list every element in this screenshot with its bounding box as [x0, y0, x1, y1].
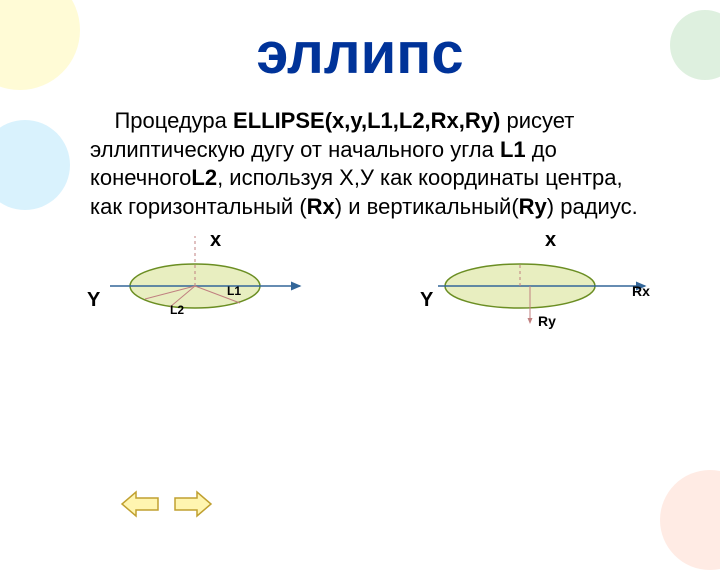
text-p6: ) радиус. [547, 194, 638, 219]
right-diagram-svg [410, 231, 650, 331]
diagram-right: x Y Rx Ry [410, 231, 650, 336]
left-l2-label: L2 [170, 303, 184, 317]
text-p5: ) и вертикальный( [335, 194, 519, 219]
next-button[interactable] [171, 488, 213, 525]
diagram-left: x Y L1 L2 [75, 231, 305, 336]
page-title: эллипс [0, 0, 720, 87]
prev-button[interactable] [120, 488, 162, 525]
left-l1-label: L1 [227, 284, 241, 298]
description-paragraph: Процедура ELLIPSE(x,y,L1,L2,Rx,Ry) рисуе… [0, 87, 720, 221]
arrow-right-icon [171, 488, 213, 520]
left-axis-y-label: Y [87, 289, 100, 312]
bg-circle-4 [660, 470, 720, 570]
arrow-left-icon [120, 488, 162, 520]
right-rx-label: Rx [632, 283, 650, 299]
rx-ref: Rx [307, 194, 335, 219]
diagrams-container: x Y L1 L2 x Y [0, 231, 720, 431]
text-p1: Процедура [114, 108, 233, 133]
left-diagram-svg [75, 231, 305, 331]
l1-ref: L1 [500, 137, 526, 162]
ry-ref: Ry [519, 194, 547, 219]
right-axis-y-label: Y [420, 289, 433, 312]
left-axis-x-label: x [210, 229, 221, 252]
right-axis-x-label: x [545, 229, 556, 252]
proc-name: ELLIPSE(x,y,L1,L2,Rx,Ry) [233, 108, 500, 133]
nav-arrows [120, 488, 218, 525]
indent [90, 108, 114, 133]
right-ry-label: Ry [538, 313, 556, 329]
l2-ref: L2 [191, 165, 217, 190]
